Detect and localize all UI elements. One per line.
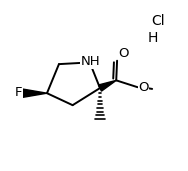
Text: Cl: Cl bbox=[151, 14, 165, 28]
Text: H: H bbox=[148, 31, 158, 45]
Text: O: O bbox=[138, 81, 149, 94]
Text: O: O bbox=[118, 47, 128, 60]
Text: NH: NH bbox=[81, 55, 100, 68]
Text: F: F bbox=[15, 86, 22, 99]
Polygon shape bbox=[23, 89, 47, 97]
Polygon shape bbox=[99, 80, 116, 91]
